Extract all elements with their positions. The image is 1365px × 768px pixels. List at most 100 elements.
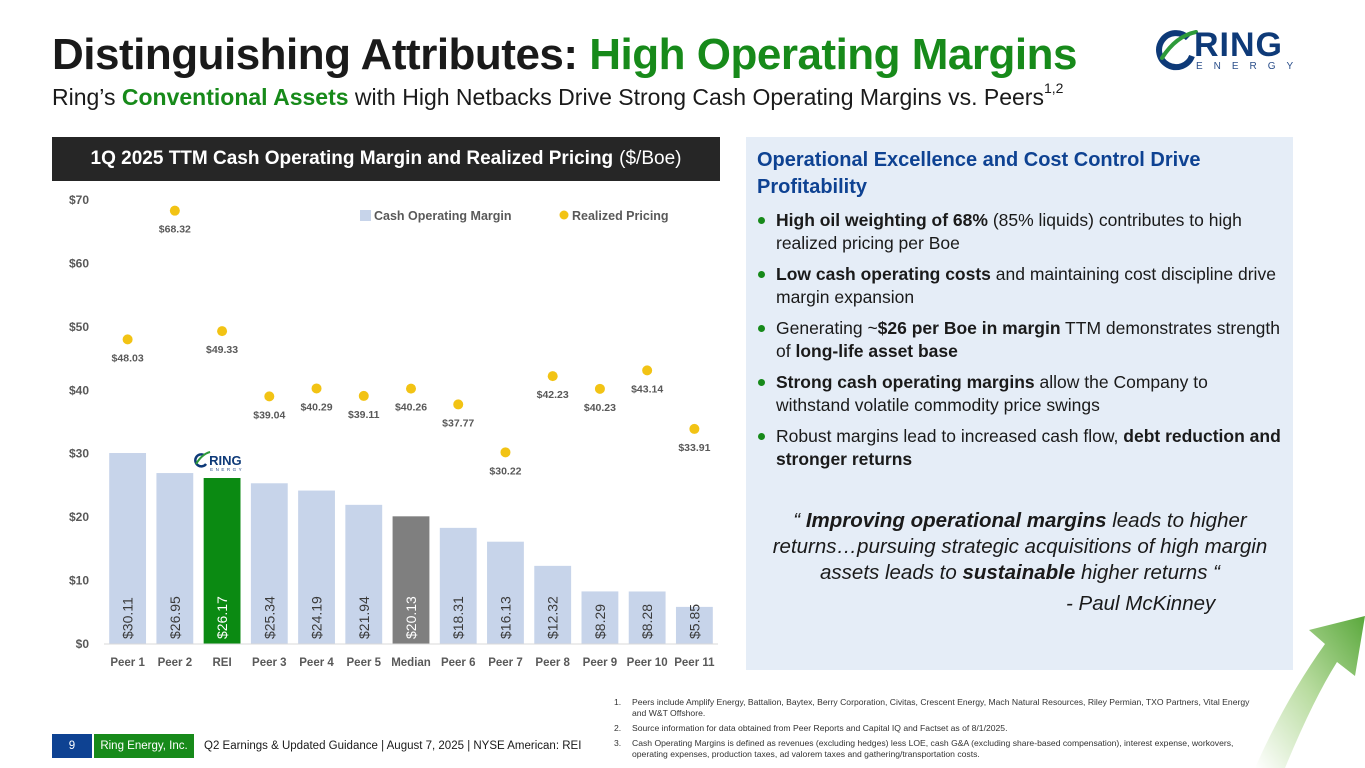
chart-header-unit: ($/Boe) <box>619 148 682 169</box>
chart-header: 1Q 2025 TTM Cash Operating Margin and Re… <box>52 137 720 181</box>
bullet-text-run: Robust margins lead to increased cash fl… <box>776 426 1124 446</box>
bar-value-label: $16.13 <box>497 596 513 639</box>
decorative-arrow-icon <box>1255 616 1365 768</box>
x-tick-label: Peer 3 <box>252 657 287 669</box>
pricing-point <box>217 326 228 337</box>
x-tick-label: Peer 1 <box>110 657 145 669</box>
y-tick-label: $40 <box>69 383 89 397</box>
y-tick-label: $10 <box>69 574 89 588</box>
bar-value-label: $25.34 <box>261 596 277 639</box>
rei-logo-subtext: ENERGY <box>210 467 244 472</box>
bar-peer-6 <box>439 527 477 644</box>
quote-text-run: higher returns “ <box>1075 561 1220 584</box>
footnote-number: 1. <box>614 697 622 707</box>
rei-logo-text: RING <box>209 453 242 468</box>
bar-rei <box>203 478 241 644</box>
pricing-label: $39.04 <box>253 409 285 421</box>
footnotes: 1. Peers include Amplify Energy, Battalio… <box>614 697 1254 764</box>
pricing-point <box>122 334 133 345</box>
bar-value-label: $26.17 <box>214 596 230 639</box>
footnote-item: 2. Source information for data obtained f… <box>614 723 1254 734</box>
bar-peer-7 <box>487 541 524 644</box>
pricing-point <box>594 383 605 394</box>
pricing-point <box>689 423 700 434</box>
bullet-item: Robust margins lead to increased cash fl… <box>757 425 1285 471</box>
footer: 9 Ring Energy, Inc. Q2 Earnings & Update… <box>52 734 581 758</box>
subtitle-accent: Conventional Assets <box>121 84 349 110</box>
bar-peer-3 <box>250 483 288 644</box>
footnote-text: Source information for data obtained fro… <box>632 723 1008 733</box>
bar-peer-8 <box>534 565 572 644</box>
x-tick-label: Peer 10 <box>627 657 668 669</box>
y-tick-label: $70 <box>69 193 89 207</box>
pricing-label: $68.32 <box>159 224 191 236</box>
bullet-item: Strong cash operating margins allow the … <box>757 371 1285 417</box>
pricing-point <box>264 391 275 402</box>
pricing-point <box>169 205 180 216</box>
subtitle-footnote-ref: 1,2 <box>1043 80 1064 96</box>
footnote-text: Peers include Amplify Energy, Battalion,… <box>632 697 1250 718</box>
bar-peer-1 <box>109 453 147 644</box>
y-tick-label: $50 <box>69 320 89 334</box>
bar-value-label: $8.29 <box>592 604 608 639</box>
pricing-label: $49.33 <box>206 344 238 356</box>
bullet-item: Generating ~$26 per Boe in margin TTM de… <box>757 317 1285 363</box>
y-tick-label: $0 <box>76 637 90 651</box>
bar-value-label: $8.28 <box>639 604 655 639</box>
bullet-text-run: debt reduction and stronger returns <box>776 426 1281 469</box>
subtitle-pre: Ring’s <box>52 84 122 110</box>
margin-pricing-chart: $0 $10 $20 $30 $40 $50 $60 $70 $30.11 Peer 1 $26.9… <box>69 193 718 669</box>
profitability-panel: Operational Excellence and Cost Control … <box>746 137 1293 670</box>
footnote-number: 3. <box>614 738 622 748</box>
subtitle-post: with High Netbacks Drive Strong Cash Ope… <box>348 84 1044 110</box>
page-number: 9 <box>52 734 92 758</box>
footnote-number: 2. <box>614 723 622 733</box>
pricing-point <box>406 383 416 394</box>
bullet-dot-icon <box>758 433 765 440</box>
page-title: Distinguishing Attributes: High Operatin… <box>52 30 1077 80</box>
bullet-list: High oil weighting of 68% (85% liquids) … <box>757 209 1285 479</box>
x-tick-label: Peer 4 <box>299 657 334 669</box>
bullet-dot-icon <box>758 379 765 386</box>
bullet-text-run: (85% liquids) contributes to high realiz… <box>776 210 1242 253</box>
quote-text-run: Improving operational margins <box>805 509 1107 532</box>
bullet-text-run: TTM demonstrates strength of <box>776 318 1281 361</box>
legend-bar-swatch <box>360 210 371 221</box>
pricing-point <box>453 399 464 410</box>
bullet-text-run: Low cash operating costs <box>776 264 991 284</box>
bar-value-label: $30.11 <box>120 597 136 639</box>
x-tick-label: Peer 9 <box>583 657 618 669</box>
pricing-label: $30.22 <box>489 465 521 477</box>
legend-dot-label: Realized Pricing <box>572 209 669 223</box>
x-tick-label: Median <box>391 657 431 669</box>
pricing-label: $39.11 <box>348 409 380 421</box>
quote-text-run: leads to higher returns…pursuing strateg… <box>772 509 1268 584</box>
pricing-label: $42.23 <box>537 389 569 401</box>
bar-peer-9 <box>581 591 619 644</box>
x-tick-label: Peer 6 <box>441 657 476 669</box>
pricing-label: $40.23 <box>584 402 616 414</box>
x-tick-label: Peer 5 <box>347 657 382 669</box>
company-name: Ring Energy, Inc. <box>94 734 194 758</box>
footnote-item: 3. Cash Operating Margins is defined as r… <box>614 738 1254 760</box>
bar-median <box>392 516 430 644</box>
quote-author: - Paul McKinney <box>1066 592 1216 615</box>
pricing-label: $33.91 <box>678 442 710 454</box>
x-tick-label: Peer 8 <box>535 657 570 669</box>
pricing-point <box>500 447 511 458</box>
title-main: Distinguishing Attributes: <box>52 30 590 79</box>
logo-subtext: ENERGY <box>1196 61 1305 72</box>
bullet-text-run: Generating ~ <box>776 318 878 338</box>
pricing-point <box>311 383 322 394</box>
footnote-text: Cash Operating Margins is defined as rev… <box>632 738 1234 759</box>
pricing-label: $48.03 <box>112 352 144 364</box>
title-accent: High Operating Margins <box>589 30 1077 79</box>
rei-logo-icon <box>194 453 208 468</box>
bar-value-label: $21.94 <box>356 596 372 639</box>
pricing-label: $37.77 <box>442 417 474 429</box>
bar-peer-10 <box>628 591 666 644</box>
logo-text: RING <box>1194 26 1283 64</box>
bar-value-label: $5.85 <box>686 604 702 639</box>
x-tick-label: Peer 7 <box>488 657 523 669</box>
x-tick-label: Peer 2 <box>158 657 193 669</box>
